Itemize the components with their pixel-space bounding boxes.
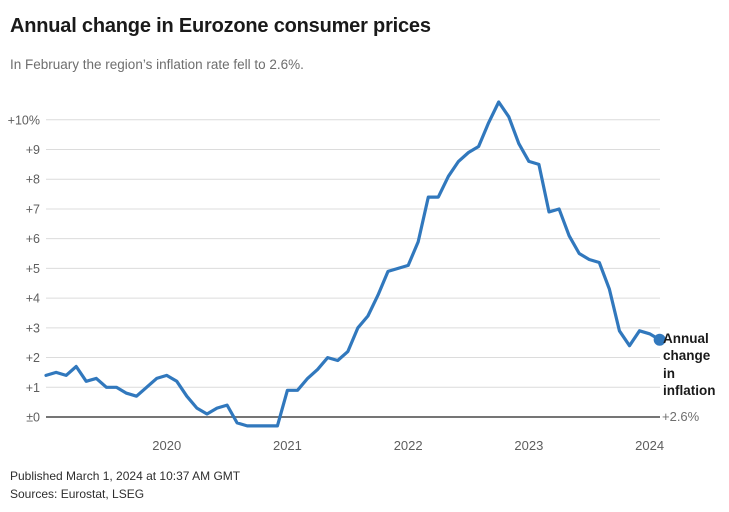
y-tick-label: +6 <box>26 232 40 246</box>
y-tick-label: +2 <box>26 351 40 365</box>
latest-value-label: +2.6% <box>662 409 700 424</box>
x-tick-label: 2023 <box>514 438 543 453</box>
x-tick-label: 2022 <box>394 438 423 453</box>
y-tick-label: +4 <box>26 292 40 306</box>
y-tick-label: +10% <box>8 113 40 127</box>
inflation-line <box>44 100 662 428</box>
y-tick-label: +7 <box>26 202 40 216</box>
y-tick-label: +9 <box>26 143 40 157</box>
x-tick-label: 2024 <box>635 438 664 453</box>
chart-subtitle: In February the region’s inflation rate … <box>10 57 304 72</box>
x-tick-label: 2021 <box>273 438 302 453</box>
y-tick-label: +1 <box>26 381 40 395</box>
y-tick-label: ±0 <box>26 411 40 425</box>
x-tick-label: 2020 <box>152 438 181 453</box>
y-tick-label: +8 <box>26 173 40 187</box>
end-point-dot <box>653 333 666 346</box>
sources-note: Sources: Eurostat, LSEG <box>10 487 145 501</box>
series-label: Annual change in inflation <box>663 331 716 398</box>
published-timestamp: Published March 1, 2024 at 10:37 AM GMT <box>10 469 241 483</box>
page-title: Annual change in Eurozone consumer price… <box>10 15 431 37</box>
y-tick-label: +3 <box>26 321 40 335</box>
y-tick-label: +5 <box>26 262 40 276</box>
